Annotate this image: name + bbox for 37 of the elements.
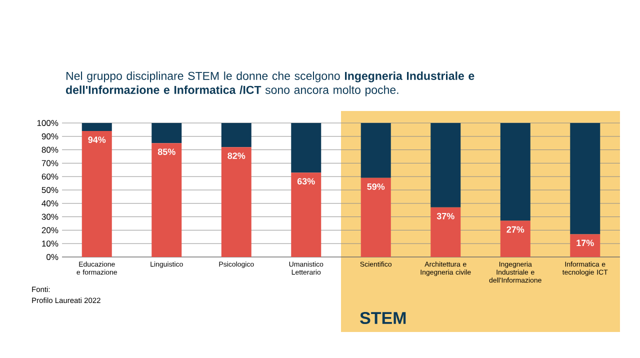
y-tick-label: 100% xyxy=(37,120,58,126)
bar xyxy=(82,122,112,132)
bar xyxy=(291,172,322,257)
y-tick-label: 90% xyxy=(42,133,58,140)
chart-title: Nel gruppo disciplinare STEM le donne che scelgono Ingegneria Industriale e dell'Informazione e Informatica /ICT sono ancora molto poche. xyxy=(66,72,474,96)
bar xyxy=(221,122,252,148)
data-label: 17% xyxy=(576,240,594,246)
bar xyxy=(152,122,182,144)
y-tick-label: 10% xyxy=(42,240,58,247)
y-tick-label: 60% xyxy=(42,174,58,180)
y-tick-label: 20% xyxy=(42,227,58,234)
y-tick-label: 0% xyxy=(46,254,58,260)
band-label: STEM xyxy=(360,312,406,324)
bar xyxy=(430,122,461,208)
data-label: 27% xyxy=(506,226,524,233)
y-tick-label: 30% xyxy=(42,214,58,220)
bar xyxy=(221,147,252,257)
y-tick-label: 40% xyxy=(42,200,58,206)
bar xyxy=(570,234,600,257)
data-label: 59% xyxy=(367,183,385,190)
bar xyxy=(152,143,182,257)
data-label: 85% xyxy=(158,148,176,155)
data-label: 82% xyxy=(228,152,246,160)
bar xyxy=(430,207,461,257)
bar xyxy=(500,122,530,221)
bar xyxy=(82,131,112,257)
data-label: 94% xyxy=(88,136,106,143)
bar xyxy=(500,220,530,257)
data-label: 37% xyxy=(436,212,454,220)
y-tick-label: 80% xyxy=(42,146,58,153)
bar xyxy=(360,122,391,178)
data-label: 63% xyxy=(297,178,315,184)
y-tick-label: 70% xyxy=(42,160,58,166)
y-tick-label: 50% xyxy=(42,186,58,193)
bar xyxy=(291,122,322,173)
bar xyxy=(570,122,600,234)
bar xyxy=(360,178,391,257)
